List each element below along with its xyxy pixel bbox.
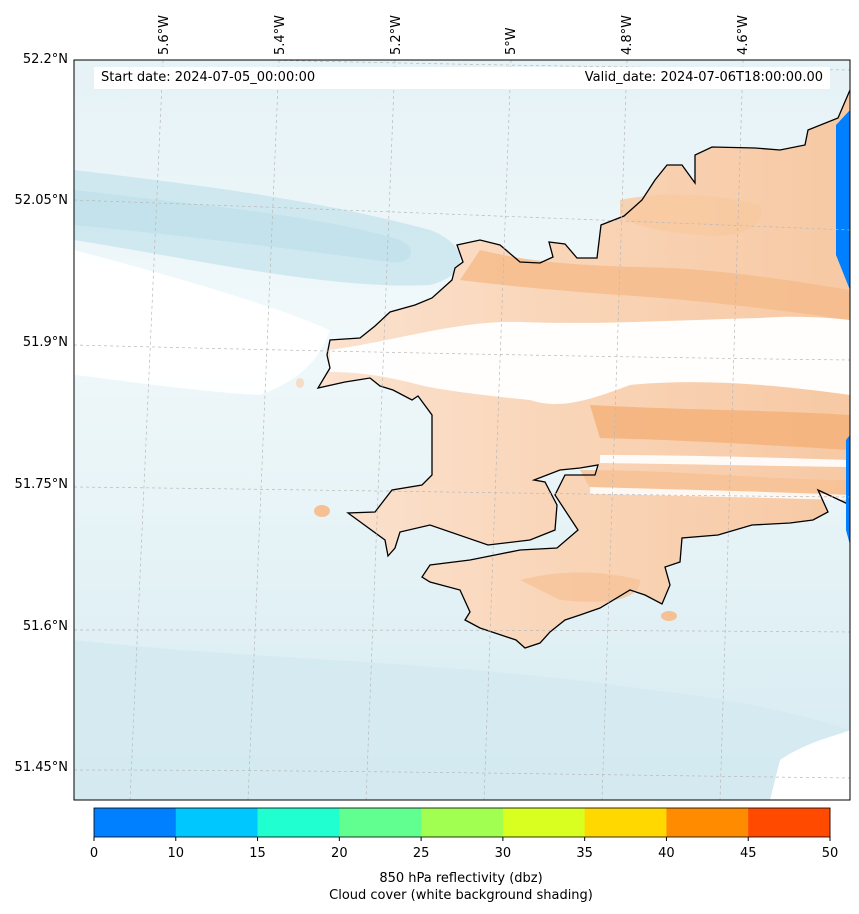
colorbar-segment-3 [339, 808, 422, 837]
lat-gridlines [74, 60, 850, 779]
lat-label-51-75: 51.75°N [14, 477, 68, 492]
reflectivity-patch-north [836, 110, 850, 290]
colorbar-segment-6 [584, 808, 667, 837]
colorbar [94, 808, 831, 837]
island-caldey [661, 611, 677, 621]
colorbar-segment-8 [748, 808, 831, 837]
map-frame [73, 59, 851, 801]
colorbar-tick-label: 45 [739, 846, 757, 861]
island-skomer [314, 505, 330, 517]
date-info-box [94, 67, 830, 89]
lon-label-4-6: 4.6°W [736, 14, 751, 55]
lon-label-5-2: 5.2°W [389, 14, 404, 55]
colorbar-segment-4 [421, 808, 504, 837]
cloud-land-band [330, 316, 850, 405]
cloud-west [74, 250, 330, 395]
colorbar-frame [93, 807, 831, 838]
lat-label-51-45: 51.45°N [14, 760, 68, 775]
lat-label-51-9: 51.9°N [22, 335, 68, 350]
colorbar-tick-label: 10 [167, 846, 185, 861]
colorbar-segment-7 [666, 808, 749, 837]
lon-label-4-8: 4.8°W [620, 14, 635, 55]
colorbar-label-line1: 850 hPa reflectivity (dbz) [379, 871, 543, 886]
land-dark-band-south [590, 405, 850, 450]
colorbar-tick-label: 0 [89, 846, 99, 861]
map-area [74, 60, 850, 800]
colorbar-segment-0 [94, 808, 177, 837]
lat-label-52-2: 52.2°N [22, 52, 68, 67]
lat-label-52-05: 52.05°N [14, 193, 68, 208]
colorbar-segment-1 [175, 808, 259, 837]
colorbar-tick-label: 20 [331, 846, 348, 861]
colorbar-tick-label: 35 [576, 846, 593, 861]
lon-label-5-4: 5.4°W [273, 14, 288, 55]
reflectivity-patch-south [846, 435, 850, 545]
colorbar-tick-label: 25 [412, 846, 430, 861]
colorbar-segment-2 [257, 808, 340, 837]
colorbar-tick-label: 15 [249, 846, 266, 861]
land-dark-band-north [460, 250, 850, 320]
colorbar-tick-label: 30 [494, 846, 512, 861]
colorbar-segment-5 [502, 808, 586, 837]
valid-date-text: Valid_date: 2024-07-06T18:00:00.00 [584, 70, 823, 85]
lat-label-51-6: 51.6°N [22, 619, 68, 634]
colorbar-tick-label: 40 [658, 846, 675, 861]
colorbar-label-line2: Cloud cover (white background shading) [329, 888, 593, 903]
lon-label-5-6: 5.6°W [157, 14, 172, 55]
lon-label-5: 5°W [504, 27, 519, 55]
colorbar-tick-label: 50 [821, 846, 839, 861]
coastline [316, 89, 850, 649]
start-date-text: Start date: 2024-07-05_00:00:00 [101, 70, 316, 85]
